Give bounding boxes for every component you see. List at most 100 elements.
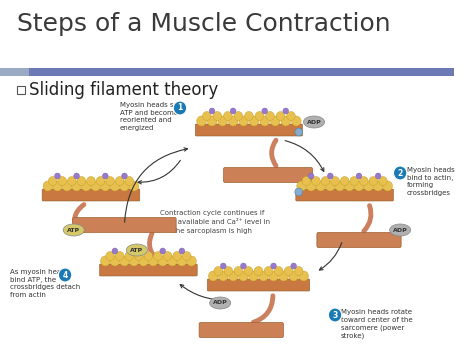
Circle shape <box>187 256 196 266</box>
Circle shape <box>359 176 368 186</box>
Circle shape <box>82 181 91 191</box>
Circle shape <box>284 267 293 275</box>
Circle shape <box>158 256 167 266</box>
Circle shape <box>374 181 383 191</box>
Text: Myosin heads rotate
toward center of the
sarcomere (power
stroke): Myosin heads rotate toward center of the… <box>341 309 412 339</box>
Circle shape <box>115 251 124 261</box>
Circle shape <box>163 251 172 261</box>
Circle shape <box>364 181 374 191</box>
Ellipse shape <box>210 297 231 309</box>
Text: ADP: ADP <box>213 300 228 306</box>
Circle shape <box>260 116 270 126</box>
Circle shape <box>62 181 72 191</box>
Circle shape <box>291 263 297 269</box>
Circle shape <box>148 256 158 266</box>
Circle shape <box>274 267 283 275</box>
Circle shape <box>100 181 110 191</box>
FancyBboxPatch shape <box>317 233 401 247</box>
FancyBboxPatch shape <box>224 168 312 182</box>
Circle shape <box>167 256 177 266</box>
Text: ATP: ATP <box>130 247 144 252</box>
Text: 2: 2 <box>398 169 403 178</box>
Circle shape <box>230 108 236 114</box>
Circle shape <box>234 111 243 120</box>
Circle shape <box>129 256 139 266</box>
Circle shape <box>292 116 301 126</box>
Bar <box>0 68 454 76</box>
FancyBboxPatch shape <box>100 264 197 276</box>
Text: As myosin heads
bind ATP, the
crossbridges detach
from actin: As myosin heads bind ATP, the crossbridg… <box>9 269 80 298</box>
Circle shape <box>326 181 335 191</box>
Bar <box>17 86 25 94</box>
Circle shape <box>294 267 303 275</box>
Circle shape <box>135 251 143 261</box>
Ellipse shape <box>390 224 410 236</box>
Text: 1: 1 <box>177 104 182 113</box>
Circle shape <box>160 248 165 254</box>
Circle shape <box>350 176 358 186</box>
Ellipse shape <box>127 244 147 256</box>
Circle shape <box>209 271 218 281</box>
Circle shape <box>299 271 309 281</box>
Circle shape <box>269 271 278 281</box>
Circle shape <box>87 176 95 186</box>
Circle shape <box>129 181 139 191</box>
Circle shape <box>354 181 364 191</box>
Circle shape <box>77 176 86 186</box>
Circle shape <box>375 173 381 179</box>
Circle shape <box>119 181 129 191</box>
Circle shape <box>74 173 80 179</box>
Circle shape <box>356 173 362 179</box>
Ellipse shape <box>303 116 325 128</box>
Circle shape <box>112 248 118 254</box>
Circle shape <box>245 111 253 120</box>
Text: Steps of a Muscle Contraction: Steps of a Muscle Contraction <box>17 12 391 36</box>
Circle shape <box>271 116 280 126</box>
Text: ADP: ADP <box>393 228 408 233</box>
Circle shape <box>297 181 306 191</box>
Circle shape <box>295 128 302 136</box>
Circle shape <box>67 176 76 186</box>
Text: 3: 3 <box>332 311 337 320</box>
Circle shape <box>321 176 330 186</box>
Circle shape <box>102 173 108 179</box>
Text: Contraction cycle continues if
ATP is available and Ca²⁺ level in
the sarcoplasm: Contraction cycle continues if ATP is av… <box>155 211 270 234</box>
Circle shape <box>316 181 326 191</box>
Circle shape <box>255 111 264 120</box>
FancyBboxPatch shape <box>199 322 283 338</box>
Circle shape <box>259 271 268 281</box>
Circle shape <box>249 116 259 126</box>
Circle shape <box>311 176 320 186</box>
Circle shape <box>173 251 182 261</box>
Text: Sliding filament theory: Sliding filament theory <box>29 81 218 99</box>
Circle shape <box>209 108 215 114</box>
Circle shape <box>177 256 187 266</box>
Circle shape <box>53 181 62 191</box>
Circle shape <box>383 181 392 191</box>
Circle shape <box>328 173 333 179</box>
Circle shape <box>182 251 191 261</box>
Circle shape <box>43 181 53 191</box>
Circle shape <box>72 181 82 191</box>
Circle shape <box>213 111 222 120</box>
Text: ADP: ADP <box>307 120 321 125</box>
Circle shape <box>224 267 233 275</box>
Circle shape <box>262 108 268 114</box>
Circle shape <box>283 108 289 114</box>
Circle shape <box>110 181 119 191</box>
Circle shape <box>55 173 60 179</box>
Circle shape <box>228 271 238 281</box>
Circle shape <box>144 251 153 261</box>
Circle shape <box>91 181 100 191</box>
Circle shape <box>287 111 295 120</box>
Circle shape <box>302 176 310 186</box>
Circle shape <box>254 267 263 275</box>
Text: Myosin heads
bind to actin,
forming
crossbridges: Myosin heads bind to actin, forming cros… <box>407 167 455 196</box>
FancyBboxPatch shape <box>207 279 310 291</box>
Circle shape <box>306 181 316 191</box>
Circle shape <box>340 176 349 186</box>
Circle shape <box>139 256 148 266</box>
Text: 4: 4 <box>63 271 68 279</box>
Circle shape <box>249 271 258 281</box>
Circle shape <box>125 251 134 261</box>
